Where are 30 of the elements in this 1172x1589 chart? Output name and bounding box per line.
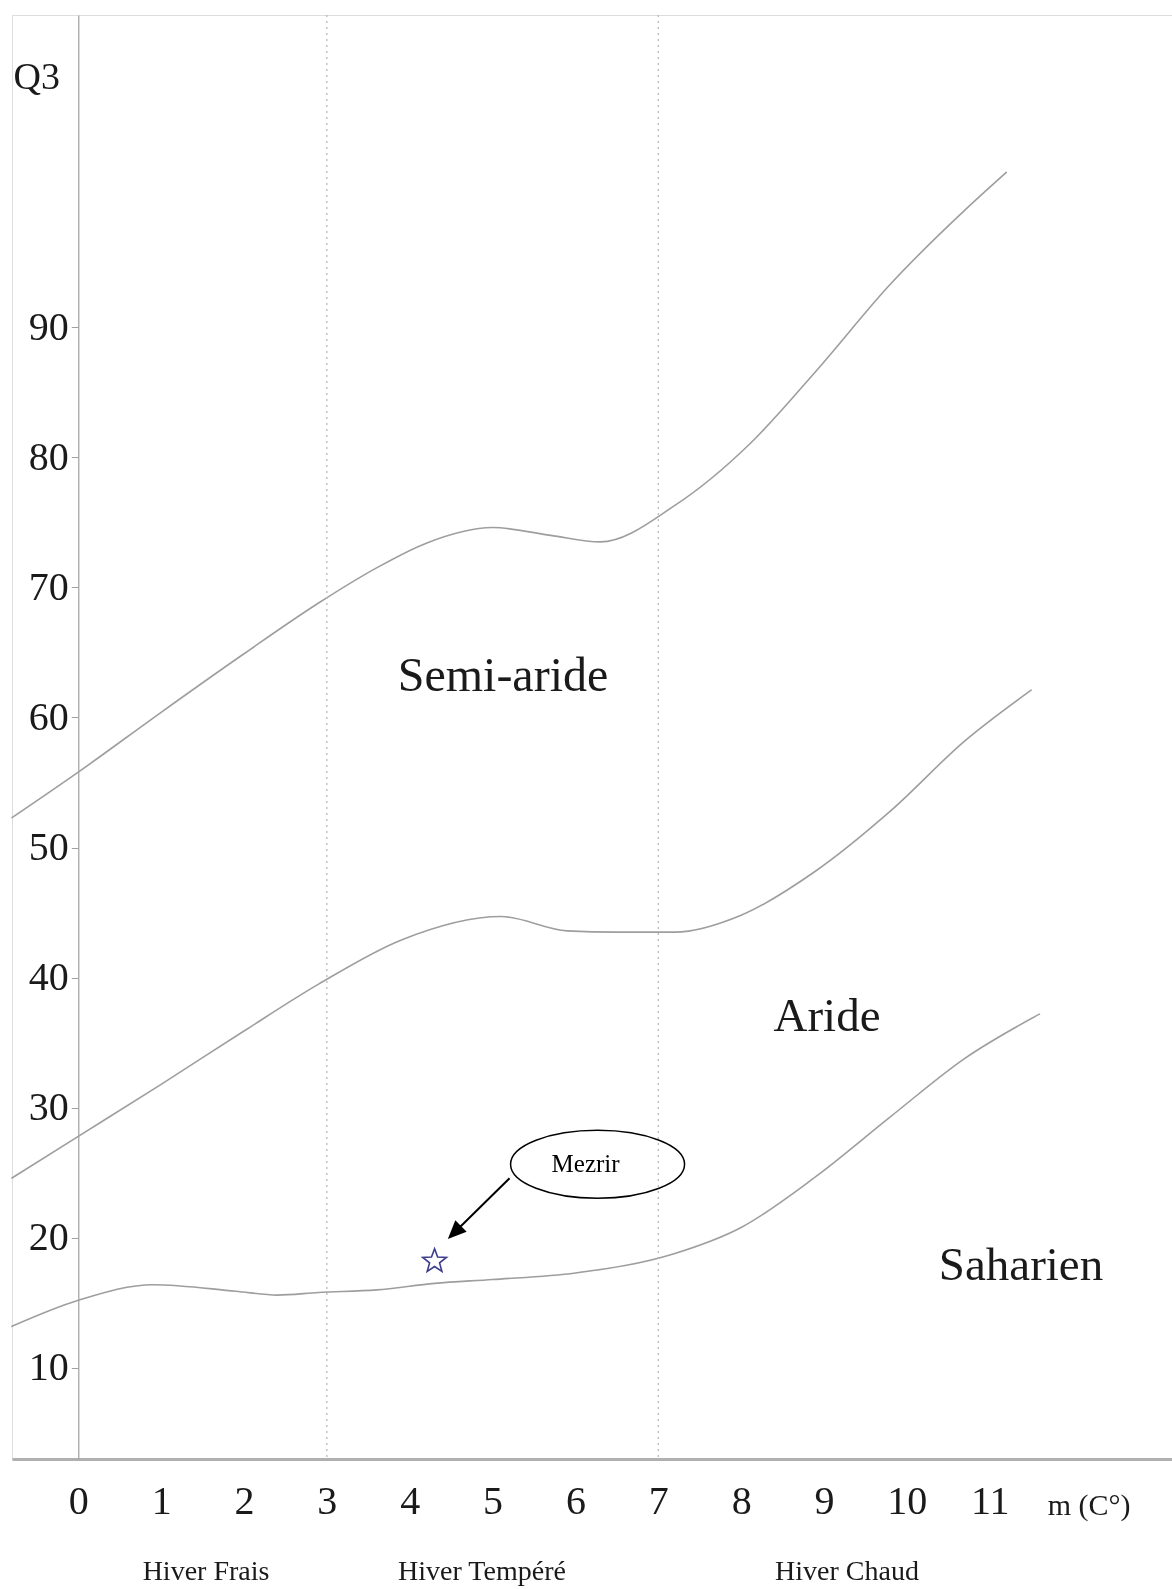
- x-tick-label: 8: [731, 1477, 752, 1523]
- x-tick-label: 5: [483, 1477, 504, 1523]
- x-tick-label: 0: [68, 1477, 89, 1523]
- x-tick-label: 3: [317, 1477, 338, 1523]
- text: Mezrir: [551, 1150, 621, 1178]
- x-tick-label: 9: [814, 1477, 835, 1523]
- y-tick-label: 40: [28, 954, 69, 1000]
- annotation: Semi-aride: [397, 648, 609, 701]
- x-tick-label: 2: [234, 1477, 255, 1523]
- annotation: Saharien: [938, 1238, 1104, 1290]
- x-tick-label: 11: [970, 1477, 1010, 1523]
- x-tick-label: 1: [151, 1477, 172, 1523]
- text: Hiver Tempéré: [398, 1555, 566, 1586]
- y-tick-label: 80: [28, 433, 69, 479]
- y-tick-label: 20: [28, 1214, 69, 1260]
- x-tick-label: 4: [400, 1477, 421, 1523]
- y-tick-label: 70: [28, 563, 69, 609]
- y-tick-label: 30: [28, 1084, 69, 1130]
- x-tick-label: 7: [648, 1477, 669, 1523]
- x-tick-label: 10: [887, 1477, 928, 1523]
- y-tick-label: 50: [28, 824, 69, 870]
- x-axis-title: m (C°): [1047, 1487, 1131, 1522]
- y-tick-label: 10: [28, 1344, 69, 1390]
- annotation: Aride: [773, 989, 881, 1041]
- y-tick-label: 90: [28, 303, 69, 349]
- text: Hiver Chaud: [775, 1555, 919, 1586]
- y-axis-title: Q3: [13, 54, 61, 97]
- x-tick-label: 6: [565, 1477, 586, 1523]
- text: Hiver Frais: [142, 1555, 270, 1586]
- y-tick-label: 60: [28, 693, 69, 739]
